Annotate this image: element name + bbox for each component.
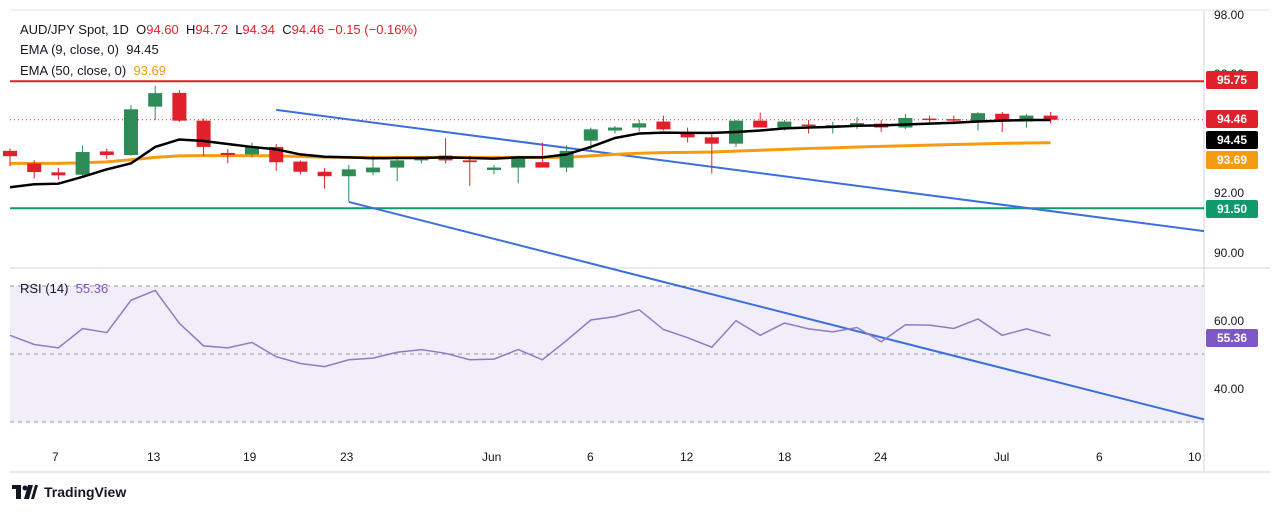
ema50-label: EMA (50, close, 0) (20, 63, 127, 78)
open-value: 94.60 (146, 22, 179, 37)
close-value: 94.46 (291, 22, 325, 37)
candle-body (704, 137, 719, 144)
rsi-legend: RSI (14) 55.36 (20, 281, 108, 297)
candle-body (366, 167, 380, 173)
rsi-line (9, 289, 1051, 368)
candle-body (293, 161, 308, 172)
ema50-legend: EMA (50, close, 0) 93.69 (20, 63, 166, 79)
candle-body (535, 162, 550, 168)
price-axis-label: 92.00 (1214, 186, 1245, 200)
close-label: C (282, 22, 292, 37)
tradingview-brand[interactable]: TradingView (12, 484, 126, 500)
x-axis-label: 19 (243, 450, 257, 464)
candle-body (946, 119, 961, 121)
high-value: 94.72 (195, 22, 228, 37)
candle-body (511, 157, 526, 168)
candle-body (801, 124, 816, 127)
candle-body (608, 127, 622, 131)
candle-body (922, 118, 937, 121)
x-axis-label: 24 (874, 450, 888, 464)
channel-upper-line (276, 108, 1205, 233)
ema9-value: 94.45 (126, 42, 159, 57)
low-value: 94.34 (242, 22, 275, 37)
x-axis-label: 12 (680, 450, 694, 464)
ema9-price-tag: 94.45 (1206, 131, 1258, 149)
rsi-price-tag: 55.36 (1206, 329, 1258, 347)
candle-body (27, 163, 42, 173)
candle-body (75, 152, 90, 175)
x-axis-label: 6 (587, 450, 594, 464)
open-label: O (136, 22, 147, 37)
candle-body (148, 93, 163, 107)
low-label: L (235, 22, 243, 37)
rsi-axis-label: 60.00 (1214, 314, 1245, 328)
candle-body (99, 151, 114, 156)
candle-body (995, 113, 1010, 121)
candle-body (777, 121, 792, 128)
brand-name: TradingView (44, 484, 127, 500)
high-label: H (186, 22, 196, 37)
x-axis-label: Jul (994, 450, 1010, 464)
candle-body (51, 172, 66, 176)
candle-body (680, 132, 695, 138)
ema9-legend: EMA (9, close, 0) 94.45 (20, 42, 159, 58)
x-axis-label: 18 (778, 450, 792, 464)
x-axis-label: 13 (147, 450, 161, 464)
candle-body (656, 121, 671, 130)
candle-body (220, 152, 235, 156)
price-axis-label: 90.00 (1214, 246, 1245, 260)
x-axis-label: Jun (482, 450, 502, 464)
support-price-tag: 91.50 (1206, 200, 1258, 218)
candle-body (632, 123, 647, 128)
candle-body (3, 150, 17, 157)
candle-body (487, 167, 501, 170)
candle-body (196, 120, 211, 147)
candle-body (1019, 115, 1034, 122)
candle-body (124, 109, 138, 156)
price-axis-label: 98.00 (1214, 8, 1245, 22)
candle-body (462, 160, 477, 163)
ema50-line (10, 141, 1051, 165)
tradingview-logo-icon (12, 485, 38, 499)
candle-body (1043, 115, 1058, 120)
rsi-axis-label: 40.00 (1214, 382, 1245, 396)
rsi-label: RSI (14) (20, 281, 69, 296)
candle-body (245, 146, 259, 155)
candle-body (971, 113, 985, 122)
candle-body (341, 169, 356, 177)
candle-body (172, 92, 187, 121)
x-axis-label: 6 (1096, 450, 1103, 464)
candle-body (898, 117, 913, 128)
ema50-value: 93.69 (133, 63, 166, 78)
resistance-price-tag: 95.75 (1206, 71, 1258, 89)
symbol-legend: AUD/JPY Spot, 1D O94.60 H94.72 L94.34 C9… (20, 22, 417, 38)
candle-body (317, 171, 332, 177)
change-value: −0.15 (−0.16%) (327, 22, 418, 37)
channel-lower-line (348, 200, 1205, 421)
ema50-price-tag: 93.69 (1206, 151, 1258, 169)
symbol-name: AUD/JPY Spot, 1D (20, 22, 129, 37)
x-axis-label: 23 (340, 450, 354, 464)
candle-body (583, 129, 598, 141)
rsi-value: 55.36 (75, 281, 109, 296)
ema9-line (9, 118, 1051, 189)
candle-body (753, 120, 768, 128)
candle-body (850, 123, 864, 126)
close-price-tag: 94.46 (1206, 110, 1258, 128)
candle-body (390, 160, 405, 168)
ema9-label: EMA (9, close, 0) (20, 42, 119, 57)
x-axis-label: 7 (52, 450, 59, 464)
x-axis-label: 10 (1188, 450, 1202, 464)
